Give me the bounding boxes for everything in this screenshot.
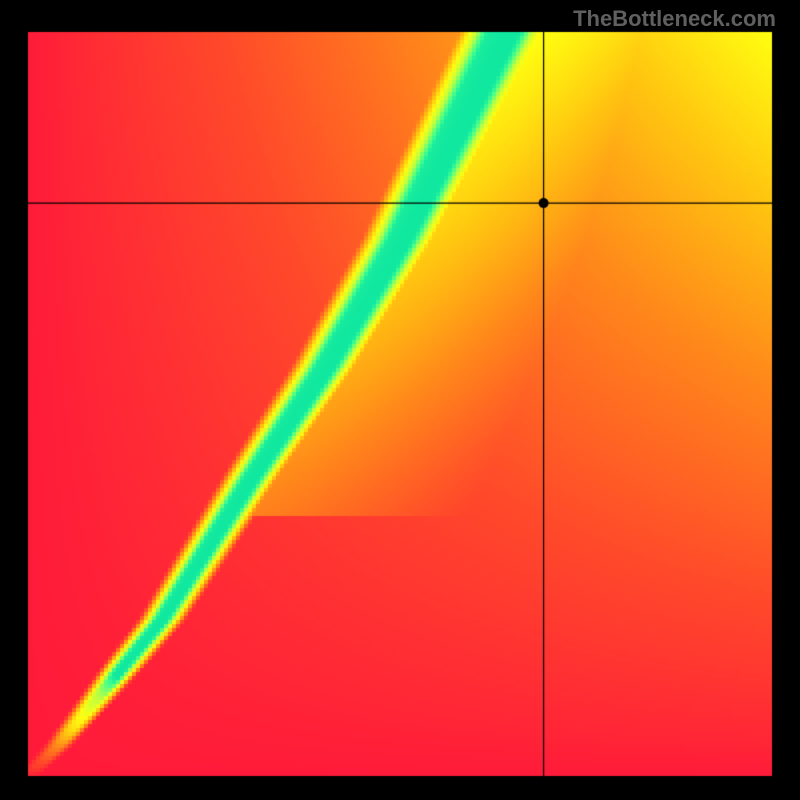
heatmap-canvas <box>0 0 800 800</box>
watermark-text: TheBottleneck.com <box>573 6 776 32</box>
